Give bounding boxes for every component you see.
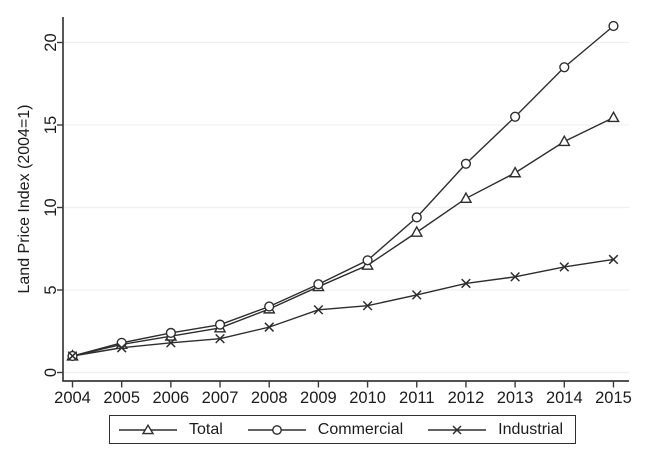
- axes: [57, 17, 629, 388]
- x-tick-label-2013: 2013: [497, 389, 534, 407]
- x-tick-label-2008: 2008: [251, 389, 288, 407]
- marker-industrial-2008: [264, 322, 275, 332]
- legend-entry-industrial: Industrial: [428, 420, 564, 438]
- x-marker-swatch-icon: [428, 424, 487, 435]
- marker-commercial-2015: [608, 20, 619, 32]
- marker-total-2011: [410, 225, 424, 237]
- x-tick-label-2004: 2004: [54, 389, 91, 407]
- marker-industrial-2007: [215, 333, 225, 344]
- x-tick-label-2005: 2005: [103, 389, 140, 407]
- marker-industrial-2010: [362, 300, 373, 311]
- series-line-commercial: [72, 25, 614, 357]
- legend-label-industrial: Industrial: [498, 420, 564, 438]
- marker-total-2013: [508, 166, 522, 178]
- marker-industrial-2014: [559, 262, 570, 272]
- marker-commercial-2013: [510, 111, 521, 122]
- marker-commercial-2007: [214, 319, 226, 330]
- marker-industrial-2006: [166, 337, 176, 348]
- gridlines: [64, 41, 629, 374]
- marker-industrial-2005: [116, 342, 127, 353]
- marker-commercial-2009: [313, 279, 324, 290]
- marker-commercial-2014: [559, 62, 570, 73]
- x-tick-label-2015: 2015: [595, 389, 632, 407]
- x-tick-label-2012: 2012: [448, 389, 485, 407]
- marker-commercial-2011: [411, 212, 422, 223]
- legend: Total Commercial Industrial: [109, 415, 576, 444]
- marker-commercial-2010: [362, 255, 373, 266]
- marker-total-2014: [558, 134, 571, 147]
- data-series: [66, 20, 620, 362]
- marker-industrial-2009: [313, 304, 324, 315]
- x-tick-label-2006: 2006: [153, 389, 190, 407]
- marker-commercial-2005: [116, 337, 127, 348]
- x-tick-label-2009: 2009: [300, 389, 337, 407]
- y-tick-label-20: 20: [42, 33, 60, 51]
- y-tick-label-10: 10: [42, 198, 60, 216]
- y-tick-label-5: 5: [42, 285, 60, 294]
- marker-industrial-2013: [510, 271, 520, 282]
- marker-total-2012: [459, 191, 473, 204]
- series-line-industrial: [72, 258, 614, 357]
- legend-label-commercial: Commercial: [317, 420, 404, 438]
- tick-labels: 0 5 10 15 20 2004 2005 2006 2007 2008 2009 2010 2011…: [42, 33, 632, 407]
- marker-commercial-2008: [264, 301, 275, 312]
- marker-industrial-2015: [608, 254, 619, 265]
- x-tick-label-2007: 2007: [202, 389, 239, 407]
- triangle-marker-swatch-icon: [119, 423, 177, 434]
- marker-total-2015: [607, 110, 620, 123]
- marker-industrial-2011: [411, 290, 422, 300]
- marker-industrial-2004: [67, 351, 78, 361]
- y-axis-title: Land Price Index (2004=1): [16, 104, 33, 293]
- legend-entry-commercial: Commercial: [247, 420, 404, 438]
- x-tick-label-2010: 2010: [349, 389, 386, 407]
- x-tick-label-2011: 2011: [399, 389, 434, 407]
- marker-commercial-2012: [460, 158, 472, 169]
- marker-commercial-2006: [165, 327, 176, 339]
- series-line-total: [72, 116, 614, 357]
- legend-label-total: Total: [189, 420, 223, 438]
- legend-entry-total: Total: [119, 420, 223, 438]
- y-tick-label-0: 0: [42, 368, 60, 377]
- circle-marker-swatch-icon: [247, 424, 306, 435]
- x-tick-label-2014: 2014: [546, 389, 583, 407]
- marker-industrial-2012: [461, 278, 471, 289]
- y-tick-label-15: 15: [42, 116, 60, 134]
